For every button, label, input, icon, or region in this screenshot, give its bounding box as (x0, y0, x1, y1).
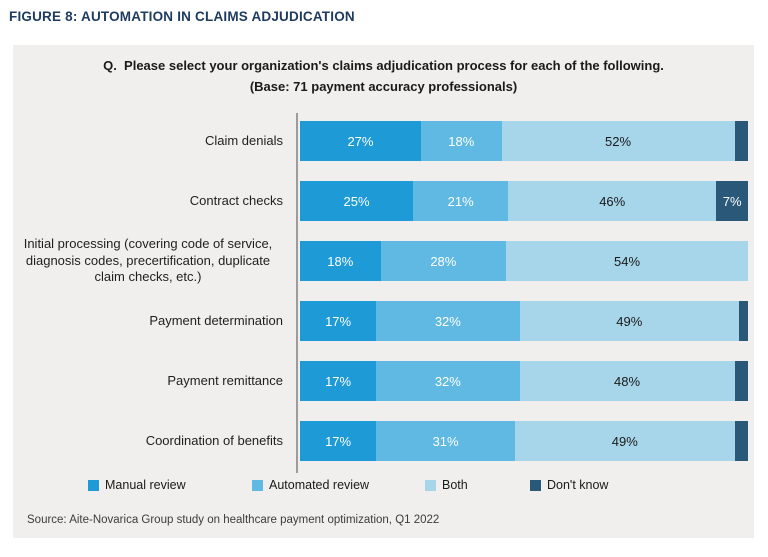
legend-label: Both (442, 478, 468, 492)
stacked-bar: 17% 32% 49% (300, 301, 748, 341)
category-label: Payment determination (149, 312, 283, 328)
legend-label: Manual review (105, 478, 186, 492)
bar-segment-automated-review: 18% (420, 121, 502, 161)
bar-row: Payment determination 17% 32% 49% (13, 301, 754, 341)
bar-row: Coordination of benefits 17% 31% 49% (13, 421, 754, 461)
stacked-bar: 17% 31% 49% (300, 421, 748, 461)
bar-row: Claim denials 27% 18% 52% (13, 121, 754, 161)
bar-row: Payment remittance 17% 32% 48% (13, 361, 754, 401)
figure-title: FIGURE 8: AUTOMATION IN CLAIMS ADJUDICAT… (9, 9, 355, 24)
bar-row: Initial processing (covering code of ser… (13, 236, 754, 285)
source-attribution: Source: Aite-Novarica Group study on hea… (27, 514, 440, 526)
category-label: Coordination of benefits (145, 432, 283, 448)
chart-panel: Q. Please select your organization's cla… (13, 45, 754, 538)
bar-row: Contract checks 25% 21% 46% 7% (13, 181, 754, 221)
bar-segment-automated-review: 21% (413, 181, 509, 221)
bar-segment-both: 52% (501, 121, 735, 161)
bar-segment-dont-know (734, 121, 748, 161)
bar-segment-dont-know (734, 361, 748, 401)
bar-segment-dont-know: 7% (716, 181, 748, 221)
survey-question: Q. Please select your organization's cla… (13, 55, 754, 97)
bar-segment-both: 49% (519, 301, 740, 341)
bar-segment-automated-review: 28% (380, 241, 507, 281)
bar-segment-manual-review: 17% (300, 421, 377, 461)
survey-question-line2: (Base: 71 payment accuracy professionals… (249, 79, 518, 94)
category-label: Initial processing (covering code of ser… (23, 236, 273, 285)
bar-segment-manual-review: 27% (300, 121, 421, 161)
bar-segment-automated-review: 32% (376, 361, 520, 401)
category-label: Payment remittance (167, 372, 283, 388)
legend-label: Don't know (547, 478, 609, 492)
manual-review-swatch-icon (88, 479, 99, 491)
bar-segment-both: 48% (519, 361, 735, 401)
bar-segment-automated-review: 32% (376, 301, 520, 341)
category-label: Contract checks (189, 192, 283, 208)
dont-know-swatch-icon (530, 479, 541, 491)
legend-item-automated-review: Automated review (252, 478, 369, 492)
legend-item-dont-know: Don't know (530, 478, 608, 492)
bar-segment-dont-know (739, 301, 748, 341)
category-label: Claim denials (204, 132, 283, 148)
stacked-bar: 18% 28% 54% (300, 241, 748, 281)
legend-item-manual-review: Manual review (88, 478, 186, 492)
survey-question-line1: Q. Please select your organization's cla… (103, 58, 664, 73)
automated-review-swatch-icon (252, 479, 263, 491)
bar-segment-manual-review: 17% (300, 301, 377, 341)
bar-segment-manual-review: 25% (300, 181, 414, 221)
legend-item-both: Both (425, 478, 468, 492)
bar-segment-automated-review: 31% (376, 421, 516, 461)
bar-segment-both: 54% (506, 241, 748, 281)
bar-segment-both: 46% (508, 181, 717, 221)
stacked-bar: 27% 18% 52% (300, 121, 748, 161)
stacked-bar: 17% 32% 48% (300, 361, 748, 401)
legend-label: Automated review (269, 478, 370, 492)
category-axis-line (296, 113, 298, 473)
bar-segment-both: 49% (515, 421, 735, 461)
bar-segment-manual-review: 17% (300, 361, 377, 401)
bar-segment-dont-know (734, 421, 748, 461)
both-swatch-icon (425, 479, 436, 491)
bar-segment-manual-review: 18% (300, 241, 381, 281)
stacked-bar: 25% 21% 46% 7% (300, 181, 748, 221)
